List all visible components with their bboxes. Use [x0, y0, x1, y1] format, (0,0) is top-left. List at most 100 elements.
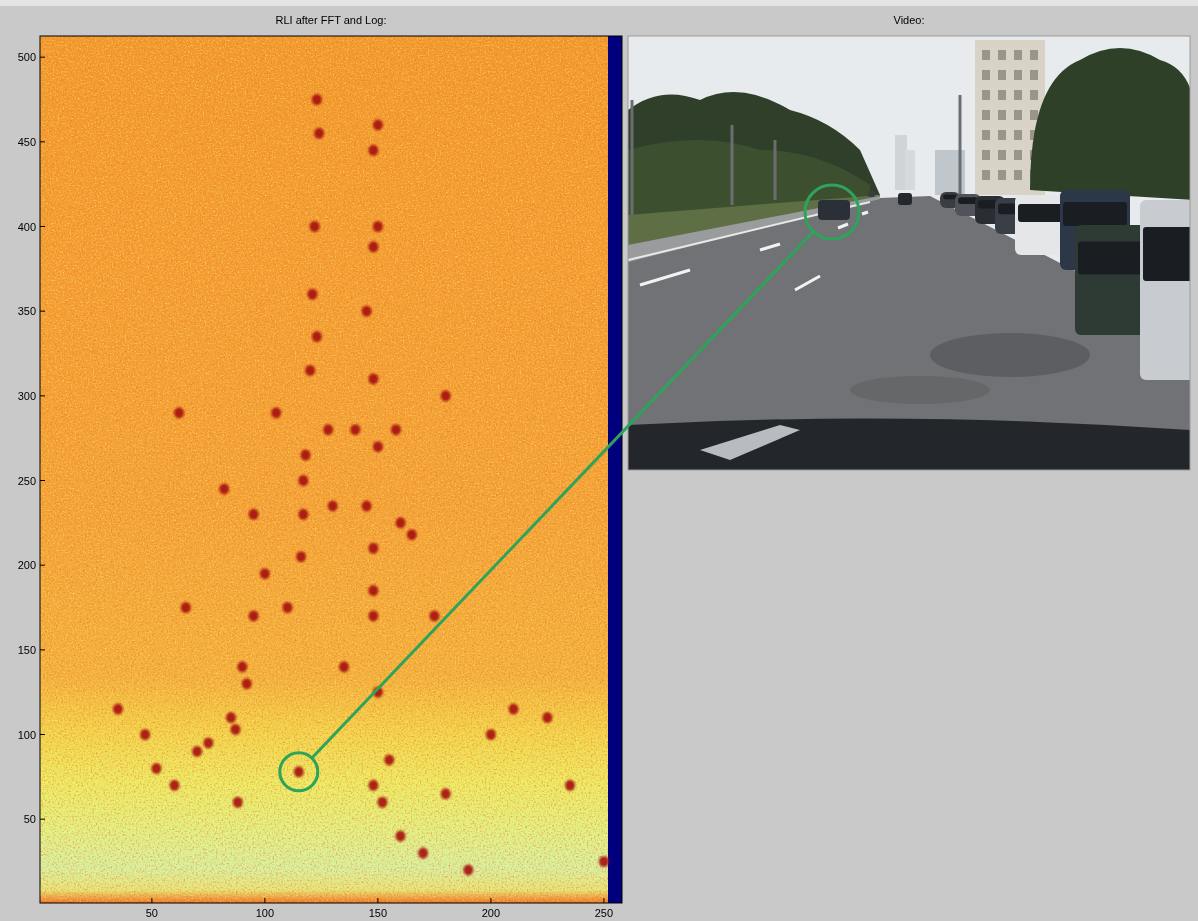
spot [296, 551, 306, 562]
spot [368, 145, 378, 156]
spot [301, 450, 311, 461]
lane-mark [760, 244, 780, 250]
curb [628, 196, 880, 262]
video-title: Video: [894, 14, 925, 26]
empty-column [608, 36, 622, 903]
x-tick-label: 50 [146, 907, 158, 919]
y-tick-label: 150 [18, 644, 36, 656]
spot [509, 704, 519, 715]
x-tick-label: 200 [482, 907, 500, 919]
spot [260, 568, 270, 579]
spot [242, 678, 252, 689]
spot [282, 602, 292, 613]
spot [339, 661, 349, 672]
spot [368, 543, 378, 554]
spot [140, 729, 150, 740]
spots [113, 94, 609, 875]
y-tick-label: 500 [18, 51, 36, 63]
y-tick [40, 734, 45, 735]
car-window [1063, 202, 1127, 226]
spot [328, 500, 338, 511]
x-tick [264, 898, 265, 903]
x-tick [377, 898, 378, 903]
window [998, 90, 1006, 100]
window [998, 70, 1006, 80]
spot [151, 763, 161, 774]
car-window [1143, 227, 1190, 281]
window [998, 170, 1006, 180]
pole [774, 140, 777, 200]
car [898, 193, 912, 205]
video-frame [628, 36, 1190, 470]
y-tick-label: 50 [24, 813, 36, 825]
y-tick [40, 311, 45, 312]
spot [396, 831, 406, 842]
parked-car [1140, 200, 1190, 380]
figure: 5010015020025050100150200250300350400450… [0, 0, 1198, 921]
spot [368, 373, 378, 384]
axes-box [40, 36, 622, 903]
window [1014, 50, 1022, 60]
spot [486, 729, 496, 740]
spot [249, 509, 259, 520]
car-window [1018, 204, 1067, 222]
y-tick-label: 100 [18, 729, 36, 741]
spot [294, 766, 304, 777]
spot [368, 780, 378, 791]
reflection [700, 425, 800, 460]
x-tick [490, 898, 491, 903]
window [1030, 110, 1038, 120]
spot [463, 864, 473, 875]
x-tick-label: 150 [369, 907, 387, 919]
spot [368, 241, 378, 252]
spot [307, 289, 317, 300]
spot [174, 407, 184, 418]
plot-area [40, 36, 622, 903]
y-tick-label: 250 [18, 475, 36, 487]
spot [298, 509, 308, 520]
spot [373, 119, 383, 130]
y-tick [40, 226, 45, 227]
window [998, 50, 1006, 60]
spot [377, 797, 387, 808]
y-tick [40, 480, 45, 481]
lane-mark [838, 224, 848, 228]
x-tick-label: 250 [595, 907, 613, 919]
window [1030, 70, 1038, 80]
window [982, 70, 990, 80]
heatmap-ground [40, 36, 622, 903]
pole [631, 100, 634, 230]
spot [249, 610, 259, 621]
y-tick [40, 819, 45, 820]
dashboard [628, 419, 1190, 470]
y-tick [40, 565, 45, 566]
window [1014, 110, 1022, 120]
y-tick [40, 57, 45, 58]
spot [373, 221, 383, 232]
spot [310, 221, 320, 232]
car-window [943, 194, 957, 199]
spot [312, 331, 322, 342]
window [998, 150, 1006, 160]
spot [368, 610, 378, 621]
spot [203, 737, 213, 748]
window [982, 90, 990, 100]
spot [373, 441, 383, 452]
window [1014, 150, 1022, 160]
spot [226, 712, 236, 723]
spot [271, 407, 281, 418]
window [1030, 50, 1038, 60]
y-tick [40, 395, 45, 396]
spot [599, 856, 609, 867]
lane-mark [862, 212, 868, 214]
spot [441, 788, 451, 799]
window [982, 110, 990, 120]
spot [237, 661, 247, 672]
spot [305, 365, 315, 376]
spot [219, 483, 229, 494]
spot [181, 602, 191, 613]
spot [169, 780, 179, 791]
spot [233, 797, 243, 808]
spot [113, 704, 123, 715]
video-highlight [805, 185, 859, 239]
